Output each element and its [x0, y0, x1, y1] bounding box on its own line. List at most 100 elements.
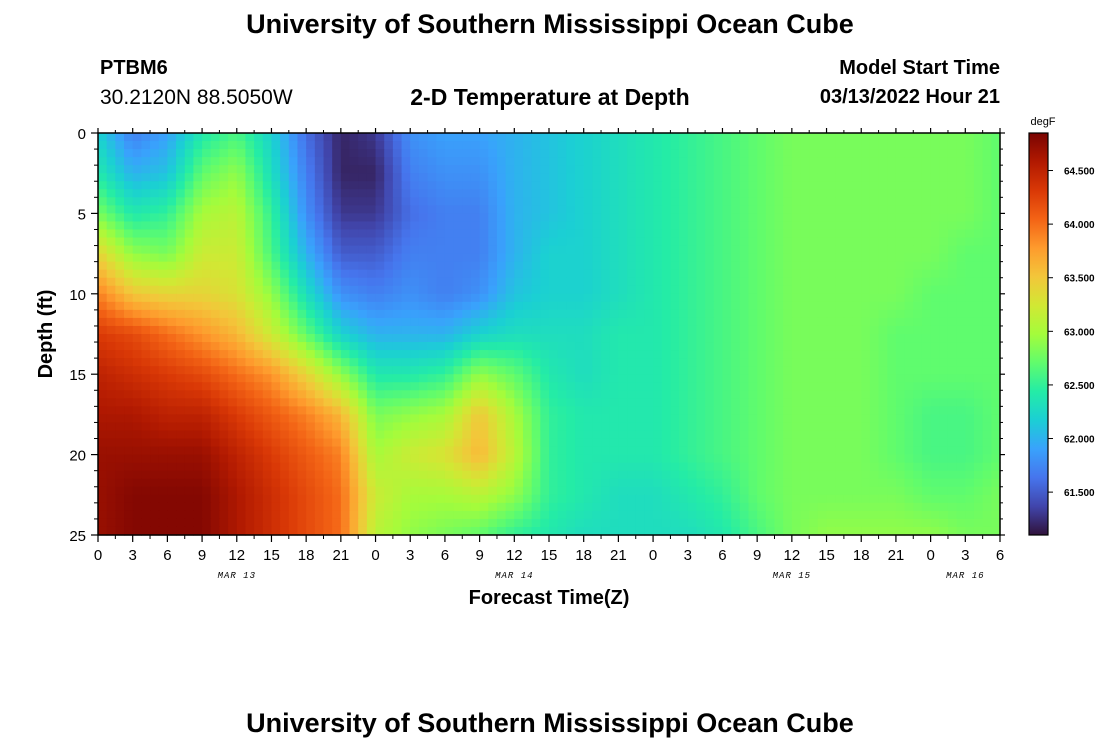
heatmap-cell	[670, 406, 680, 415]
heatmap-cell	[98, 398, 108, 407]
heatmap-cell	[418, 510, 429, 520]
heatmap-cell	[332, 470, 342, 480]
heatmap-cell	[470, 213, 481, 223]
heatmap-cell	[522, 189, 533, 198]
heatmap-cell	[627, 406, 637, 415]
heatmap-cell	[505, 197, 515, 206]
heatmap-cell	[549, 390, 559, 399]
heatmap-cell	[314, 221, 325, 231]
heatmap-cell	[427, 358, 437, 367]
heatmap-cell	[895, 470, 906, 480]
heatmap-cell	[427, 149, 437, 158]
heatmap-cell	[158, 486, 168, 496]
heatmap-cell	[748, 301, 758, 311]
heatmap-cell	[323, 486, 333, 496]
heatmap-cell	[436, 422, 446, 432]
heatmap-cell	[991, 293, 1001, 303]
heatmap-cell	[869, 261, 880, 271]
heatmap-cell	[947, 213, 958, 223]
heatmap-cell	[757, 141, 767, 150]
heatmap-cell	[757, 165, 767, 174]
heatmap-cell	[895, 462, 906, 472]
heatmap-cell	[470, 277, 481, 287]
heatmap-cell	[306, 141, 316, 150]
heatmap-cell	[228, 197, 238, 206]
heatmap-cell	[392, 414, 403, 424]
heatmap-cell	[861, 382, 871, 391]
heatmap-cell	[531, 325, 541, 335]
heatmap-cell	[783, 334, 793, 343]
heatmap-cell	[904, 149, 914, 158]
heatmap-cell	[306, 342, 316, 351]
heatmap-cell	[245, 486, 255, 496]
heatmap-cell	[800, 285, 810, 295]
heatmap-cell	[618, 165, 628, 174]
heatmap-cell	[436, 486, 446, 496]
heatmap-cell	[739, 301, 750, 311]
heatmap-cell	[297, 309, 307, 319]
heatmap-cell	[245, 269, 255, 279]
heatmap-cell	[852, 470, 862, 480]
heatmap-cell	[947, 334, 958, 343]
heatmap-cell	[670, 173, 680, 182]
heatmap-cell	[601, 309, 611, 319]
heatmap-cell	[453, 422, 463, 432]
heatmap-cell	[436, 141, 446, 150]
heatmap-cell	[973, 213, 984, 223]
heatmap-cell	[774, 462, 784, 472]
heatmap-cell	[670, 342, 680, 351]
heatmap-cell	[748, 462, 758, 472]
heatmap-cell	[193, 157, 203, 166]
heatmap-cell	[340, 398, 351, 407]
heatmap-cell	[522, 301, 533, 311]
heatmap-cell	[809, 454, 819, 464]
heatmap-cell	[566, 422, 576, 432]
heatmap-cell	[583, 237, 593, 247]
heatmap-cell	[965, 502, 975, 512]
heatmap-cell	[384, 237, 394, 247]
heatmap-cell	[661, 205, 672, 214]
heatmap-cell	[947, 406, 958, 415]
heatmap-cell	[878, 181, 888, 190]
heatmap-cell	[843, 390, 854, 399]
heatmap-cell	[132, 462, 142, 472]
heatmap-cell	[470, 502, 481, 512]
heatmap-cell	[488, 213, 498, 223]
heatmap-cell	[254, 374, 264, 383]
heatmap-cell	[453, 205, 463, 214]
heatmap-cell	[687, 189, 698, 198]
heatmap-cell	[661, 454, 672, 464]
heatmap-cell	[254, 358, 264, 367]
heatmap-cell	[202, 165, 212, 174]
heatmap-cell	[176, 173, 186, 182]
heatmap-cell	[687, 301, 698, 311]
heatmap-cell	[115, 486, 125, 496]
heatmap-cell	[332, 390, 342, 399]
heatmap-cell	[505, 454, 515, 464]
heatmap-cell	[479, 221, 489, 231]
heatmap-cell	[306, 510, 316, 520]
heatmap-cell	[835, 486, 845, 496]
heatmap-cell	[288, 374, 299, 383]
heatmap-cell	[384, 470, 394, 480]
heatmap-cell	[731, 141, 741, 150]
heatmap-cell	[297, 446, 307, 456]
heatmap-cell	[314, 398, 325, 407]
heatmap-cell	[679, 494, 689, 504]
heatmap-cell	[193, 358, 203, 367]
heatmap-cell	[106, 430, 116, 440]
heatmap-cell	[522, 494, 533, 504]
heatmap-cell	[106, 366, 116, 375]
heatmap-cell	[705, 253, 715, 263]
heatmap-cell	[366, 374, 377, 383]
heatmap-cell	[98, 382, 108, 391]
heatmap-cell	[141, 205, 151, 214]
heatmap-cell	[722, 430, 732, 440]
heatmap-cell	[210, 205, 221, 214]
heatmap-cell	[913, 157, 923, 166]
heatmap-cell	[262, 358, 273, 367]
heatmap-cell	[549, 149, 559, 158]
heatmap-cell	[635, 342, 645, 351]
heatmap-cell	[791, 454, 802, 464]
heatmap-cell	[193, 197, 203, 206]
